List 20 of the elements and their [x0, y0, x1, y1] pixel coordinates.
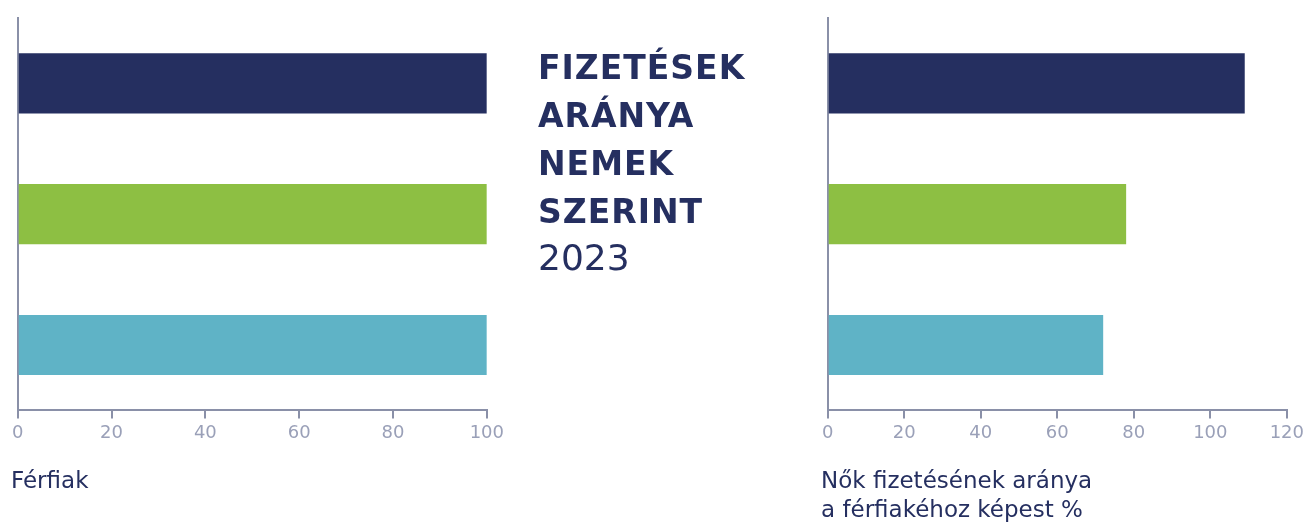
x-tick-label: 60 [1045, 420, 1069, 442]
x-tick-label: 100 [1193, 420, 1228, 442]
x-tick-label: 100 [469, 420, 504, 442]
x-tick-label: 80 [381, 420, 405, 442]
x-tick-label: 40 [193, 420, 217, 442]
bar [828, 184, 1127, 245]
x-tick-label: 40 [969, 420, 993, 442]
text: 2023 [538, 237, 631, 279]
bar [828, 53, 1245, 114]
x-tick-label: 0 [822, 420, 834, 442]
x-tick-label: 60 [287, 420, 311, 442]
bar [828, 314, 1104, 376]
x-axis-title: Férfiak [11, 466, 90, 495]
x-tick-label: 120 [1269, 420, 1304, 442]
text: FIZETÉSEK ARÁNYA NEMEK SZERINT [538, 46, 746, 233]
x-tick-label: 0 [12, 420, 24, 442]
x-tick-label: 20 [892, 420, 916, 442]
x-tick-label: 80 [1122, 420, 1146, 442]
x-axis-title: Nők fizetésének aránya a férfiakéhoz képest % [821, 466, 1094, 524]
x-tick-label: 20 [100, 420, 123, 442]
